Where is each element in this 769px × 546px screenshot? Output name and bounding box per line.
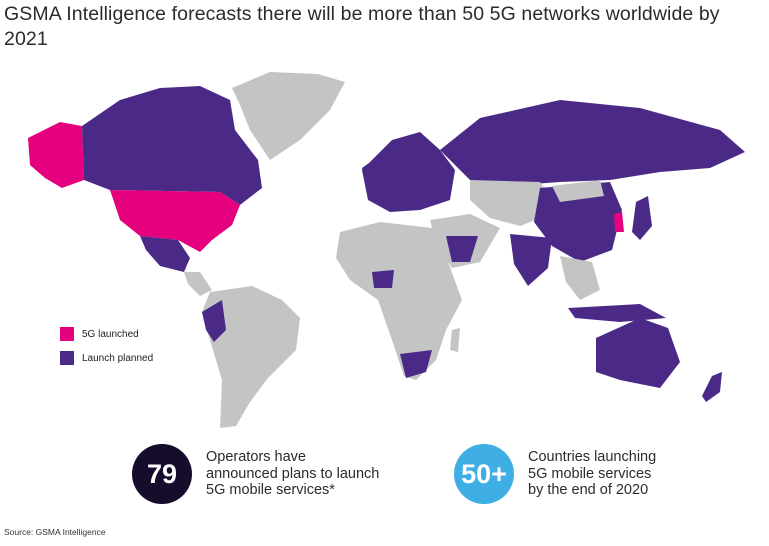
legend-label-launched: 5G launched <box>82 328 139 340</box>
map-region-japan <box>632 196 652 240</box>
stat-countries-text: Countries launching 5G mobile services b… <box>528 449 657 499</box>
map-region-canada <box>82 86 262 205</box>
map-region-new-zealand <box>702 372 722 402</box>
map-legend: 5G launched Launch planned <box>60 322 153 370</box>
legend-swatch-planned <box>60 351 74 365</box>
map-region-india <box>510 234 552 286</box>
stat-countries-circle: 50+ <box>454 444 514 504</box>
map-region-korea <box>614 212 624 232</box>
map-region-australia <box>596 318 680 388</box>
source-note: Source: GSMA Intelligence <box>4 527 106 537</box>
map-region-greenland <box>232 72 345 160</box>
legend-item-planned: Launch planned <box>60 346 153 370</box>
map-region-south-america <box>202 286 300 428</box>
stat-operators: 79 Operators have announced plans to lau… <box>132 444 379 504</box>
map-region-south-africa <box>400 350 432 378</box>
page-title: GSMA Intelligence forecasts there will b… <box>4 3 720 50</box>
world-map <box>28 72 745 428</box>
legend-swatch-launched <box>60 327 74 341</box>
map-region-mexico <box>140 236 190 272</box>
stat-operators-circle: 79 <box>132 444 192 504</box>
map-region-usa <box>110 190 240 252</box>
map-region-se-asia <box>560 256 600 300</box>
map-region-africa <box>336 222 462 380</box>
map-region-saudi <box>446 236 478 262</box>
map-region-europe <box>362 132 455 212</box>
map-region-indonesia <box>568 304 666 322</box>
legend-item-launched: 5G launched <box>60 322 153 346</box>
legend-label-planned: Launch planned <box>82 352 154 364</box>
map-region-uk <box>362 158 380 186</box>
map-region-china <box>534 182 622 262</box>
map-region-alaska <box>28 122 84 188</box>
map-region-peru <box>202 300 226 342</box>
map-region-nigeria <box>372 270 394 288</box>
stat-countries: 50+ Countries launching 5G mobile servic… <box>454 444 656 504</box>
map-region-madagascar <box>450 328 460 352</box>
map-region-central-america <box>184 272 212 296</box>
stat-operators-text: Operators have announced plans to launch… <box>206 449 380 499</box>
map-region-mongolia <box>552 180 604 202</box>
map-region-russia <box>440 100 745 186</box>
